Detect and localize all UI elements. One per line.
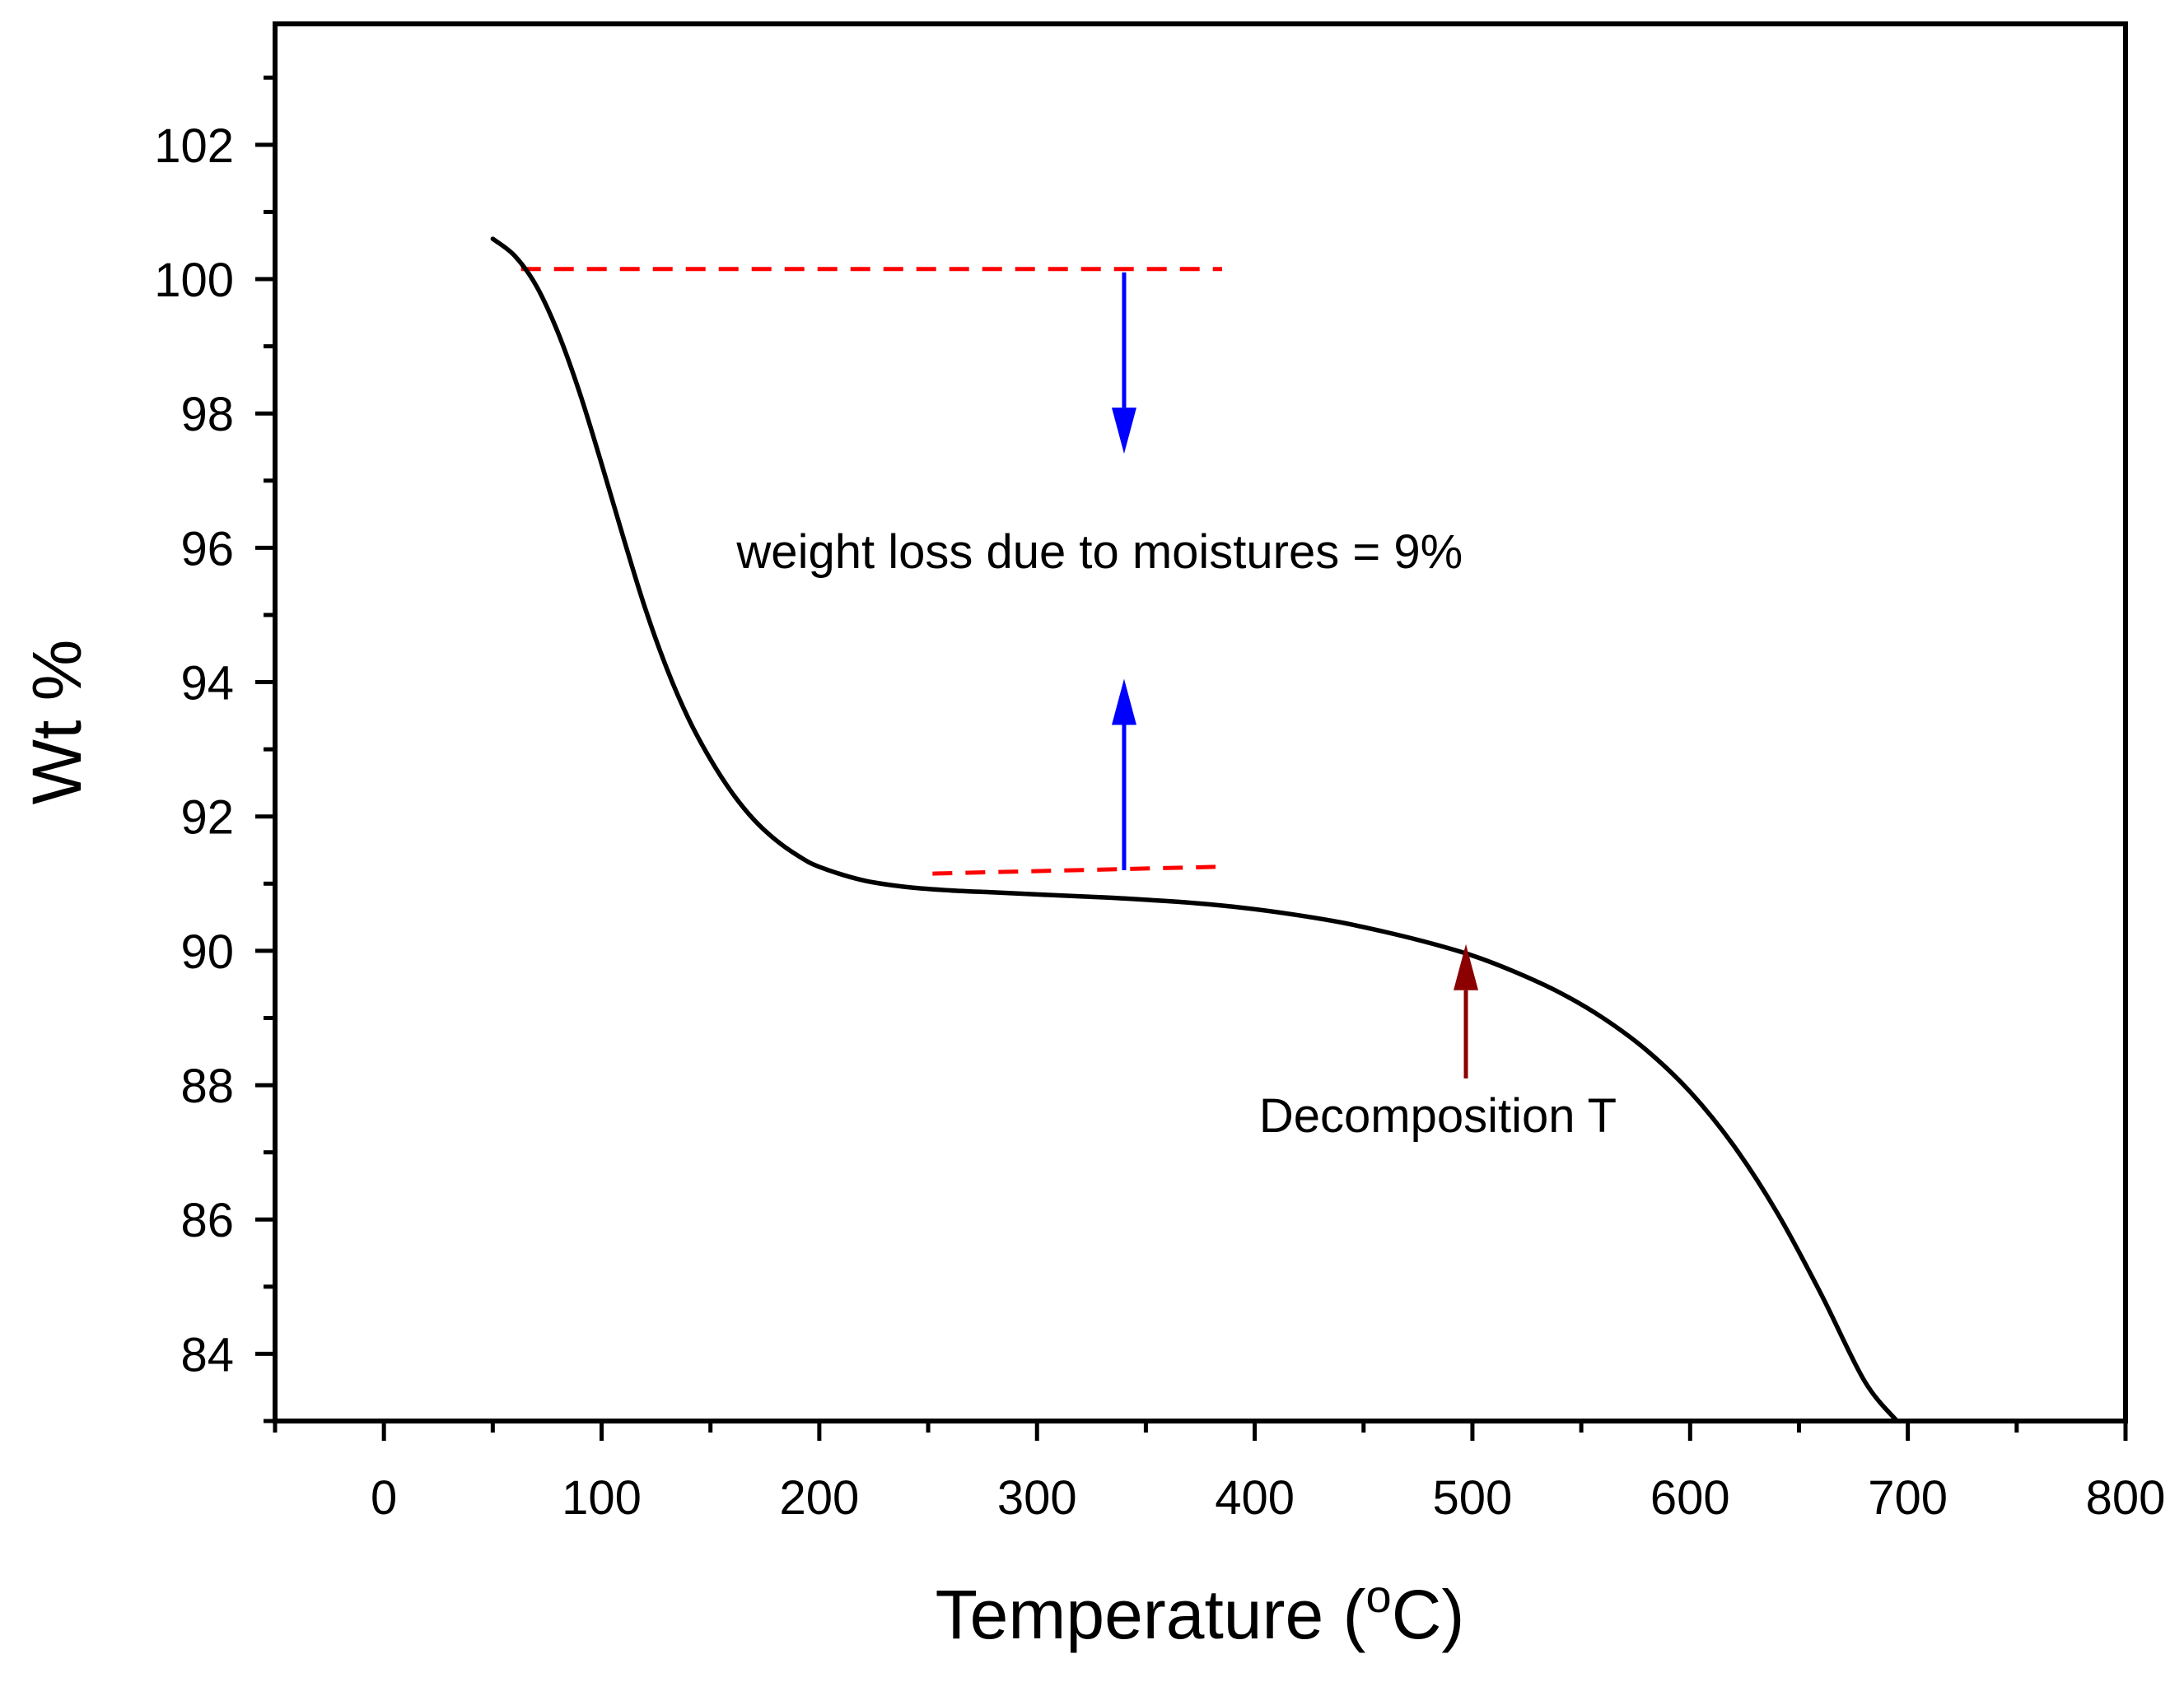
reference-lines: [520, 267, 1222, 876]
x-tick-label: 500: [1433, 1471, 1513, 1525]
x-axis-title: Temperature (oC): [936, 1570, 1465, 1653]
annotation-arrows: [1111, 272, 1479, 1079]
x-tick-label: 100: [562, 1471, 642, 1525]
y-axis-title: Wt %: [18, 640, 96, 805]
x-axis-title-main: Temperature (: [936, 1576, 1366, 1653]
x-axis-title-superscript: o: [1366, 1570, 1392, 1622]
y-tick-label: 102: [154, 119, 234, 173]
y-axis-tick-labels: 84 86 88 90 92 94 96 98 100 102: [154, 119, 234, 1382]
annotations: weight loss due to moistures = 9% Decompo…: [735, 525, 1617, 1143]
decomposition-annotation: Decomposition T: [1259, 1089, 1617, 1143]
arrow-head: [1454, 944, 1479, 990]
y-tick-label: 94: [180, 657, 234, 711]
x-axis-ticks: [273, 1421, 2128, 1441]
weight-loss-annotation: weight loss due to moistures = 9%: [735, 525, 1463, 579]
y-tick-label: 100: [154, 254, 234, 307]
plateau-weight-line: [932, 864, 1216, 876]
series-layer: [490, 236, 1900, 1423]
plot-frame: [273, 21, 2128, 1423]
x-tick-label: 800: [2086, 1471, 2166, 1525]
y-tick-label: 86: [180, 1194, 234, 1247]
weight-loss-up-arrow: [1111, 678, 1136, 870]
x-tick-label: 300: [997, 1471, 1077, 1525]
y-tick-label: 96: [180, 522, 234, 575]
weight-loss-down-arrow: [1111, 272, 1136, 454]
y-axis-ticks: [255, 75, 275, 1423]
x-axis-title-tail: C): [1392, 1576, 1465, 1653]
x-tick-label: 700: [1868, 1471, 1948, 1525]
arrow-head: [1111, 408, 1136, 454]
y-tick-label: 98: [180, 388, 234, 441]
y-tick-label: 90: [180, 925, 234, 979]
y-tick-label: 88: [180, 1060, 234, 1113]
series-line: [490, 236, 1900, 1423]
y-tick-label: 84: [180, 1328, 234, 1381]
x-tick-label: 0: [371, 1471, 397, 1525]
x-tick-label: 200: [779, 1471, 859, 1525]
decomposition-arrow: [1454, 944, 1479, 1079]
arrow-head: [1111, 678, 1136, 725]
y-tick-label: 92: [180, 791, 234, 845]
x-axis-tick-labels: 0 100 200 300 400 500 600 700 800: [371, 1471, 2165, 1525]
x-tick-label: 400: [1215, 1471, 1295, 1525]
x-tick-label: 600: [1650, 1471, 1730, 1525]
